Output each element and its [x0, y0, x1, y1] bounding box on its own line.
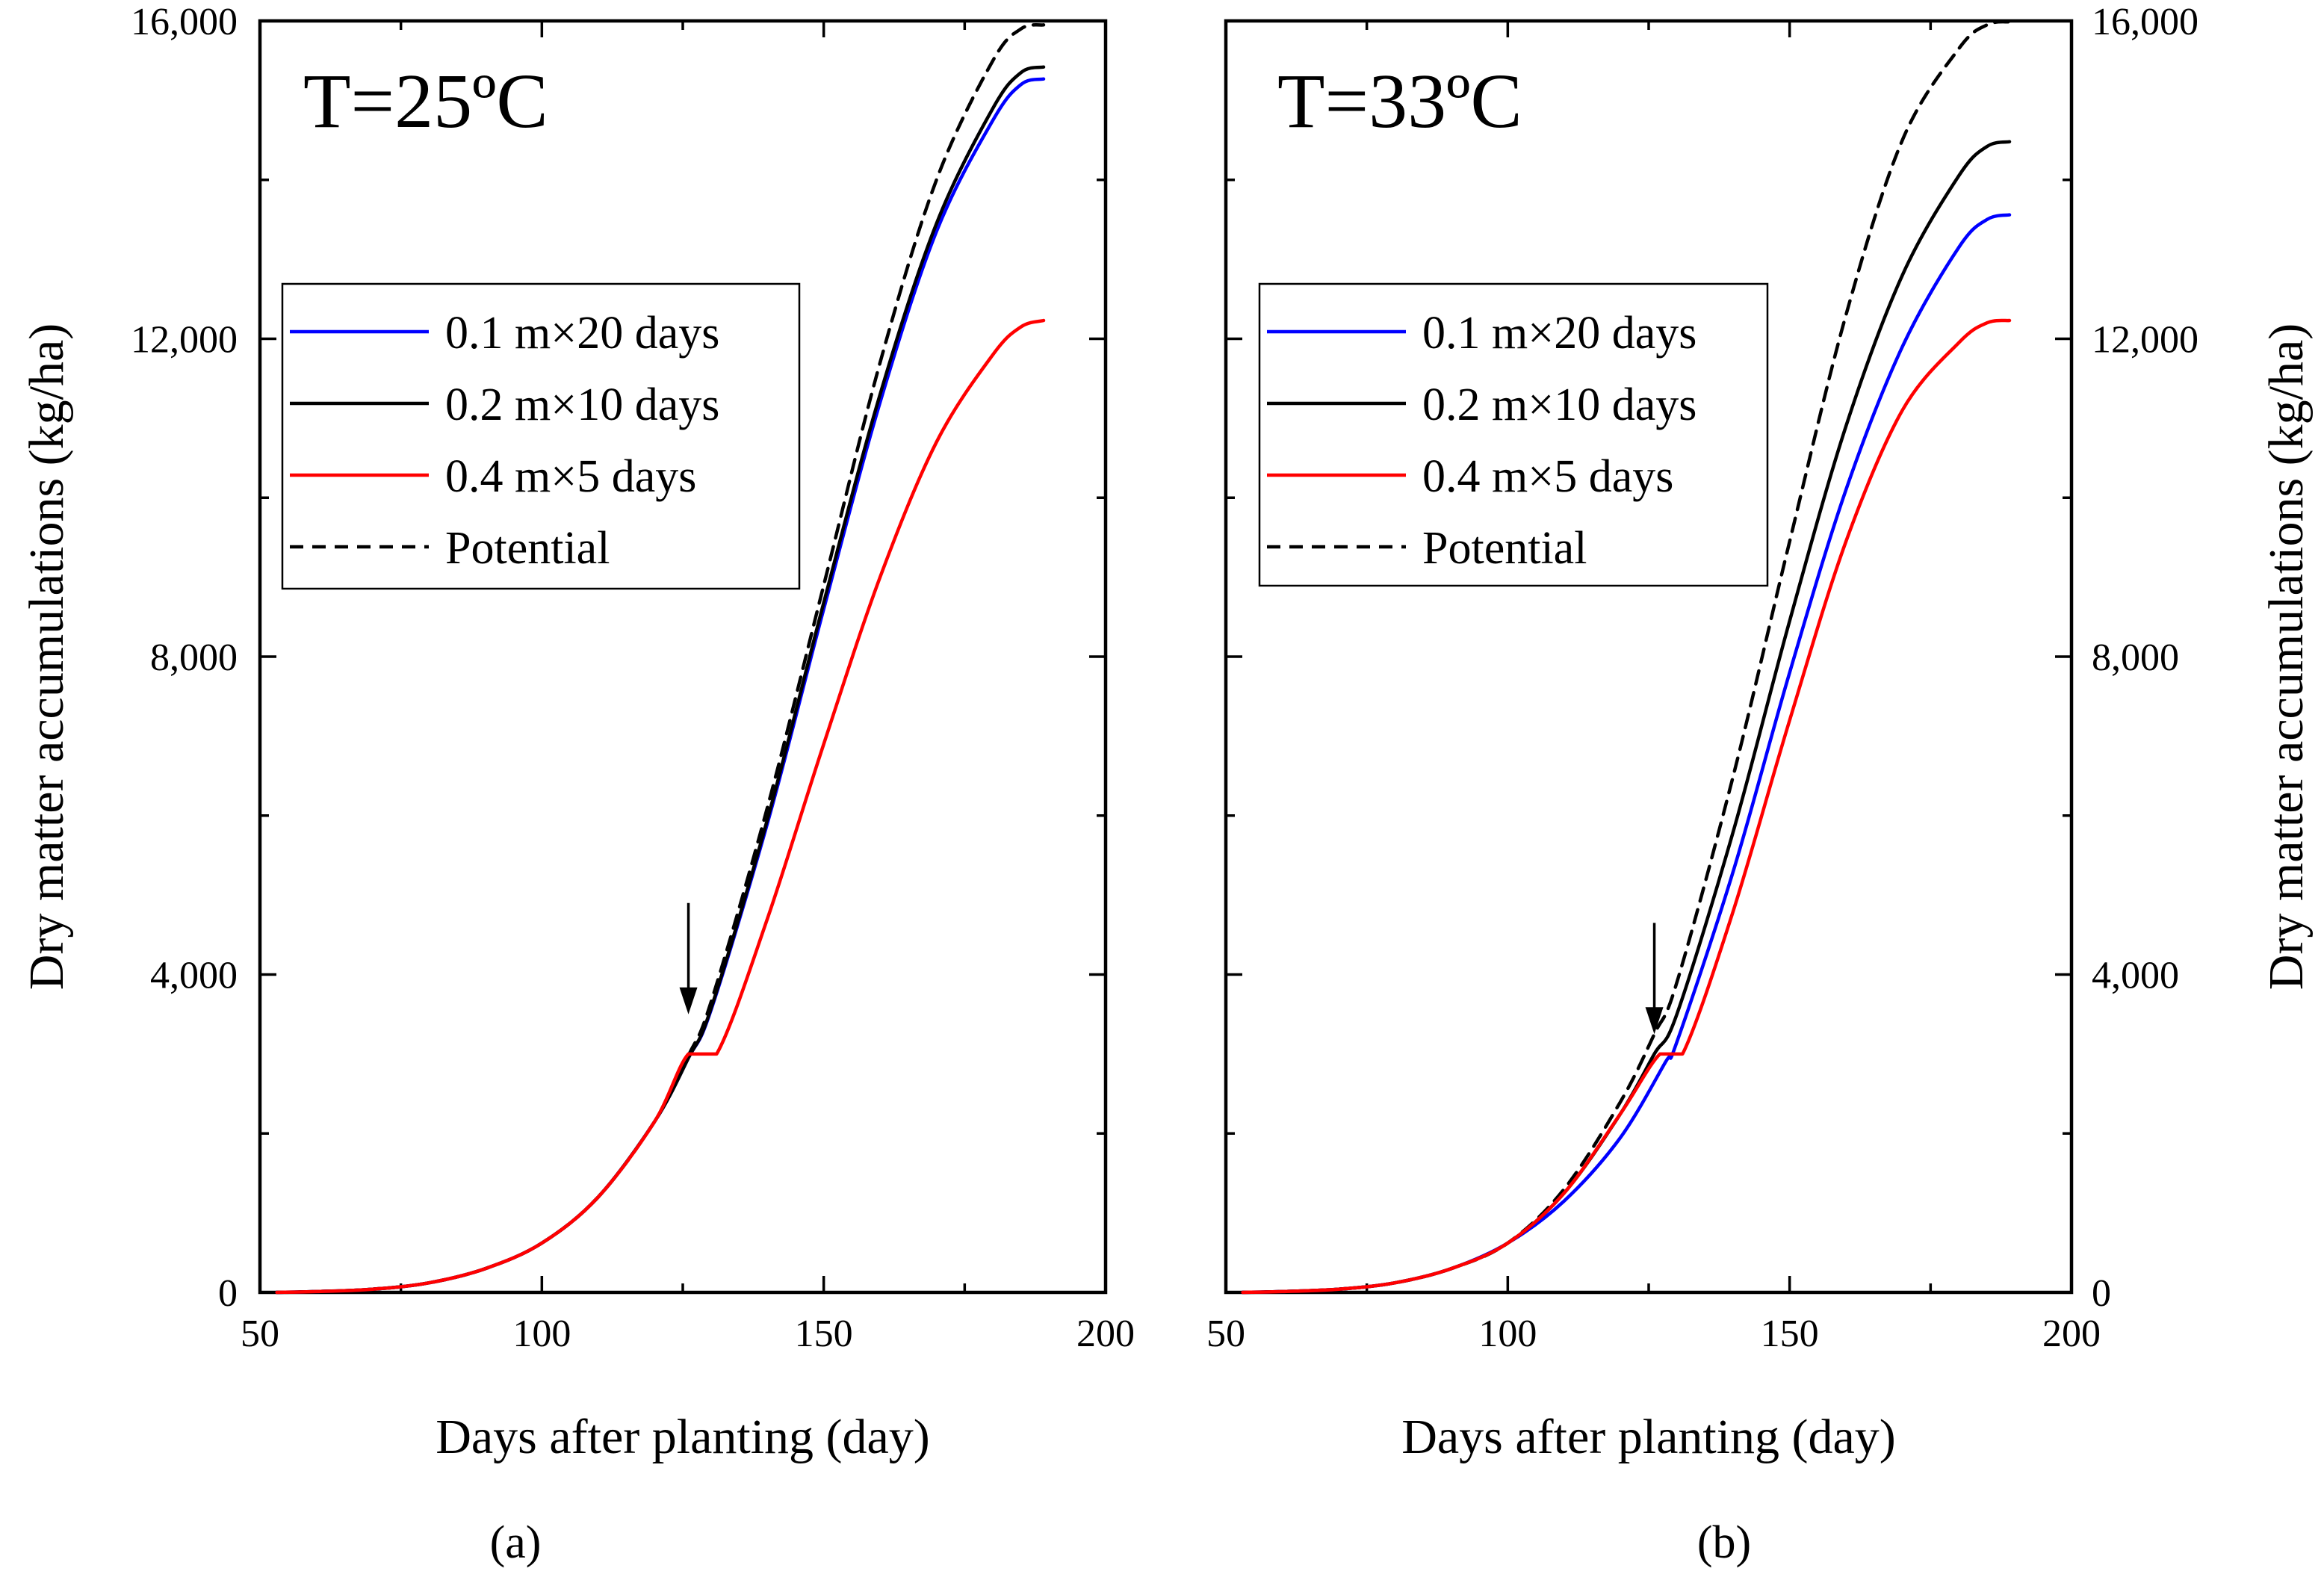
panel-b-ylabel: Dry matter accumulations (kg/ha) — [2259, 323, 2314, 991]
panel-b-sub-label: (b) — [1697, 1517, 1751, 1568]
x-tick-label: 100 — [512, 1313, 571, 1355]
legend-label: Potential — [1422, 523, 1587, 574]
x-tick-label: 150 — [795, 1313, 853, 1355]
panel-a-tick-labels: 50 100 150 200 0 4,000 8,000 12,000 16,000 — [131, 1, 1135, 1355]
y-tick-label: 16,000 — [2092, 1, 2198, 43]
panel-b-xlabel: Days after planting (day) — [1401, 1410, 1896, 1464]
legend-label: 0.2 m×10 days — [1422, 379, 1696, 430]
y-tick-label: 4,000 — [150, 955, 238, 997]
series-line — [275, 23, 1046, 1295]
panel-b-ticks — [1224, 19, 2073, 1294]
legend-label: 0.4 m×5 days — [445, 451, 696, 502]
y-tick-label: 8,000 — [2092, 636, 2179, 679]
y-tick-label: 12,000 — [2092, 319, 2198, 362]
x-tick-label: 150 — [1761, 1313, 1819, 1355]
legend-label: Potential — [445, 523, 610, 574]
y-tick-label: 8,000 — [150, 636, 238, 679]
panel-a-legend: 0.1 m×20 days 0.2 m×10 days 0.4 m×5 days Po… — [281, 282, 801, 590]
x-tick-label: 100 — [1478, 1313, 1537, 1355]
panel-a-arrow — [679, 902, 698, 1014]
legend-label: 0.1 m×20 days — [1422, 308, 1696, 359]
x-tick-label: 200 — [1076, 1313, 1135, 1355]
arrow-head — [679, 987, 698, 1014]
y-tick-label: 12,000 — [131, 319, 238, 362]
series-line — [275, 318, 1046, 1295]
panel-a-legend-box — [281, 282, 801, 590]
legend-label: 0.4 m×5 days — [1422, 451, 1673, 502]
arrow-head — [1645, 1007, 1664, 1035]
panel-b-legend-box — [1258, 282, 1769, 587]
y-tick-label: 0 — [2092, 1272, 2111, 1315]
panel-b-arrow — [1645, 923, 1664, 1035]
y-tick-label: 0 — [218, 1272, 238, 1315]
panel-b-legend: 0.1 m×20 days 0.2 m×10 days 0.4 m×5 days Po… — [1258, 282, 1769, 587]
legend-label: 0.1 m×20 days — [445, 308, 719, 359]
panel-a-xlabel: Days after planting (day) — [436, 1410, 930, 1464]
panel-b-title: T=33ºC — [1277, 58, 1522, 144]
x-tick-label: 200 — [2042, 1313, 2101, 1355]
panel-a-title: T=25ºC — [303, 58, 548, 144]
legend-label: 0.2 m×10 days — [445, 379, 719, 430]
x-tick-label: 50 — [1206, 1313, 1245, 1355]
series-line — [1241, 318, 2012, 1295]
panel-a-ylabel: Dry matter accumulations (kg/ha) — [19, 323, 74, 991]
panel-a-ticks — [258, 19, 1107, 1294]
panel-a-series-lines — [275, 23, 1046, 1295]
x-tick-label: 50 — [241, 1313, 279, 1355]
panel-b-series-lines — [1241, 19, 2012, 1295]
y-tick-label: 16,000 — [131, 1, 238, 43]
y-tick-label: 4,000 — [2092, 955, 2179, 997]
panel-a: 50 100 150 200 0 4,000 8,000 12,000 16,000 T=25º… — [19, 1, 1135, 1568]
panel-a-sub-label: (a) — [490, 1517, 542, 1568]
series-line — [1241, 19, 2012, 1295]
